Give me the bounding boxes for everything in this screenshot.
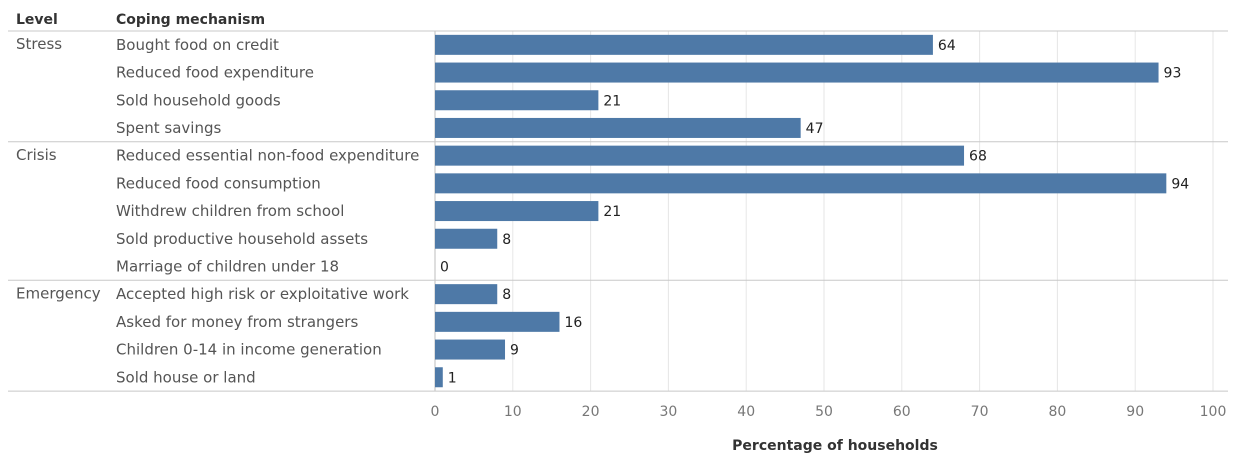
category-label: Asked for money from strangers xyxy=(116,313,358,331)
value-label: 21 xyxy=(603,93,621,109)
category-label: Reduced food expenditure xyxy=(116,64,314,82)
x-tick-label: 30 xyxy=(659,404,677,420)
category-label: Sold household goods xyxy=(116,91,281,109)
bar xyxy=(435,201,599,222)
level-label: Emergency xyxy=(16,284,101,302)
category-label: Withdrew children from school xyxy=(116,202,344,220)
bar xyxy=(435,117,801,138)
bar xyxy=(435,62,1159,83)
x-tick-label: 90 xyxy=(1126,404,1144,420)
value-label: 64 xyxy=(938,38,956,54)
bar xyxy=(435,339,506,360)
bar xyxy=(435,228,498,249)
bar xyxy=(435,173,1167,194)
level-column-header: Level xyxy=(16,12,58,28)
x-tick-label: 60 xyxy=(893,404,911,420)
x-tick-label: 20 xyxy=(582,404,600,420)
x-tick-label: 80 xyxy=(1048,404,1066,420)
value-label: 94 xyxy=(1171,176,1189,192)
bar xyxy=(435,284,498,305)
bar xyxy=(435,34,933,55)
category-label: Reduced food consumption xyxy=(116,174,321,192)
value-label: 9 xyxy=(510,343,519,359)
x-tick-label: 10 xyxy=(504,404,522,420)
value-label: 8 xyxy=(502,287,511,303)
bar xyxy=(435,367,443,388)
category-label: Reduced essential non-food expenditure xyxy=(116,147,419,165)
x-tick-label: 50 xyxy=(815,404,833,420)
category-label: Accepted high risk or exploitative work xyxy=(116,285,409,303)
bar-rows: Stress Bought food on credit 64 Reduced foo… xyxy=(16,34,1189,388)
value-label: 21 xyxy=(603,204,621,220)
x-tick-label: 40 xyxy=(737,404,755,420)
category-label: Spent savings xyxy=(116,119,222,137)
mechanism-column-header: Coping mechanism xyxy=(116,12,265,28)
category-label: Sold productive household assets xyxy=(116,230,368,248)
value-label: 47 xyxy=(806,121,824,137)
value-label: 16 xyxy=(564,315,582,331)
category-label: Children 0-14 in income generation xyxy=(116,341,382,359)
value-label: 0 xyxy=(440,259,449,275)
group-separators xyxy=(8,30,1228,392)
category-label: Sold house or land xyxy=(116,368,256,386)
level-label: Stress xyxy=(16,35,62,53)
x-axis: 0 10 20 30 40 50 60 70 80 90 100 xyxy=(431,404,1227,420)
x-axis-title: Percentage of households xyxy=(732,438,938,453)
value-label: 68 xyxy=(969,149,987,165)
category-label: Bought food on credit xyxy=(116,36,279,54)
value-label: 1 xyxy=(448,370,457,386)
bar xyxy=(435,145,965,166)
bar xyxy=(435,311,560,332)
x-tick-label: 100 xyxy=(1200,404,1227,420)
x-tick-label: 70 xyxy=(971,404,989,420)
value-label: 8 xyxy=(502,232,511,248)
x-tick-label: 0 xyxy=(431,404,440,420)
level-label: Crisis xyxy=(16,146,57,164)
bar xyxy=(435,90,599,111)
category-label: Marriage of children under 18 xyxy=(116,257,339,275)
value-label: 93 xyxy=(1164,66,1182,82)
